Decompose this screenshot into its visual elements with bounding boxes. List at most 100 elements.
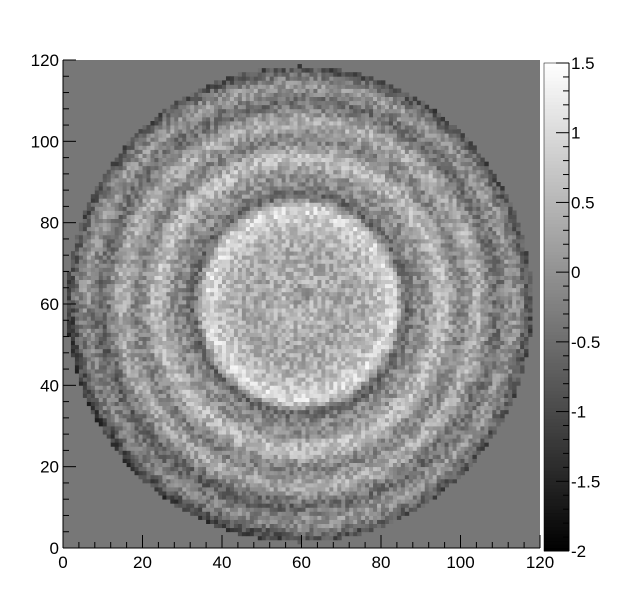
heatmap-cell — [432, 397, 438, 402]
heatmap-cell — [74, 336, 80, 341]
heatmap-cell — [218, 446, 223, 451]
heatmap-cell — [468, 454, 473, 459]
heatmap-cell — [357, 446, 362, 451]
heatmap-cell — [305, 324, 310, 329]
heatmap-cell — [349, 519, 354, 524]
heatmap-cell — [412, 487, 418, 492]
heatmap-cell — [297, 421, 302, 427]
heatmap-cell — [225, 360, 231, 366]
heatmap-cell — [492, 409, 497, 415]
heatmap-cell — [277, 491, 283, 496]
heatmap-cell — [249, 409, 255, 415]
heatmap-cell — [333, 316, 338, 321]
heatmap-cell — [261, 454, 267, 459]
heatmap-cell — [281, 417, 287, 423]
heatmap-cell — [321, 324, 326, 329]
heatmap-cell — [233, 316, 239, 321]
heatmap-cell — [198, 409, 203, 415]
heatmap-cell — [349, 426, 354, 431]
heatmap-cell — [178, 377, 183, 382]
heatmap-cell — [436, 340, 442, 346]
heatmap-cell — [388, 316, 394, 321]
heatmap-cell — [198, 470, 203, 476]
heatmap-cell — [420, 348, 426, 354]
heatmap-cell — [440, 389, 446, 394]
heatmap-cell — [456, 352, 461, 358]
heatmap-cell — [309, 507, 314, 512]
heatmap-cell — [225, 409, 231, 415]
heatmap-cell — [154, 421, 159, 427]
heatmap-cell — [321, 527, 326, 533]
heatmap-cell — [325, 324, 330, 329]
heatmap-cell — [357, 381, 362, 386]
heatmap-cell — [381, 324, 386, 329]
heatmap-cell — [341, 409, 346, 415]
heatmap-cell — [484, 328, 489, 333]
heatmap-cell — [253, 365, 259, 370]
heatmap-cell — [241, 446, 247, 451]
heatmap-cell — [325, 450, 330, 455]
heatmap-cell — [333, 369, 338, 374]
heatmap-cell — [452, 401, 457, 407]
heatmap-cell — [349, 417, 354, 423]
heatmap-cell — [392, 458, 398, 463]
heatmap-cell — [432, 442, 438, 447]
heatmap-cell — [325, 336, 330, 341]
heatmap-cell — [249, 365, 255, 370]
heatmap-cell — [321, 397, 326, 402]
heatmap-cell — [178, 417, 183, 423]
heatmap-cell — [357, 356, 362, 362]
heatmap-cell — [166, 401, 171, 407]
heatmap-cell — [218, 417, 223, 423]
heatmap-cell — [404, 413, 410, 419]
heatmap-cell — [341, 316, 346, 321]
heatmap-cell — [448, 340, 453, 346]
heatmap-cell — [353, 369, 358, 374]
heatmap-cell — [369, 377, 374, 382]
heatmap-cell — [428, 487, 434, 492]
heatmap-cell — [404, 487, 410, 492]
heatmap-cell — [484, 430, 489, 435]
heatmap-cell — [313, 336, 318, 341]
heatmap-cell — [468, 360, 473, 366]
heatmap-cell — [317, 466, 322, 472]
heatmap-cell — [333, 454, 338, 459]
heatmap-cell — [452, 450, 457, 455]
heatmap-cell — [448, 434, 453, 439]
heatmap-cell — [480, 324, 485, 329]
heatmap-cell — [202, 474, 207, 480]
heatmap-cell — [265, 491, 271, 496]
heatmap-cell — [361, 397, 366, 402]
heatmap-cell — [289, 495, 294, 500]
heatmap-cell — [353, 491, 358, 496]
heatmap-cell — [245, 344, 251, 350]
heatmap-cell — [150, 381, 155, 386]
heatmap-cell — [416, 417, 422, 423]
heatmap-cell — [392, 348, 398, 354]
heatmap-cell — [448, 405, 453, 411]
heatmap-cell — [237, 328, 243, 333]
heatmap-cell — [468, 421, 473, 427]
heatmap-cell — [285, 401, 290, 407]
heatmap-cell — [321, 389, 326, 394]
heatmap-cell — [512, 340, 517, 346]
heatmap-cell — [333, 470, 338, 476]
heatmap-cell — [476, 401, 481, 407]
heatmap-cell — [325, 385, 330, 390]
heatmap-cell — [460, 356, 465, 362]
heatmap-cell — [122, 389, 128, 394]
heatmap-cell — [225, 401, 231, 407]
heatmap-cell — [476, 426, 481, 431]
heatmap-cell — [377, 409, 382, 415]
heatmap-cell — [456, 356, 461, 362]
heatmap-cell — [194, 442, 199, 447]
heatmap-cell — [118, 438, 124, 443]
heatmap-cell — [325, 466, 330, 472]
heatmap-cell — [249, 344, 255, 350]
heatmap-cell — [158, 332, 163, 337]
heatmap-cell — [130, 328, 135, 333]
heatmap-cell — [277, 442, 283, 447]
heatmap-cell — [472, 369, 477, 374]
heatmap-cell — [365, 450, 370, 455]
heatmap-cell — [377, 446, 382, 451]
